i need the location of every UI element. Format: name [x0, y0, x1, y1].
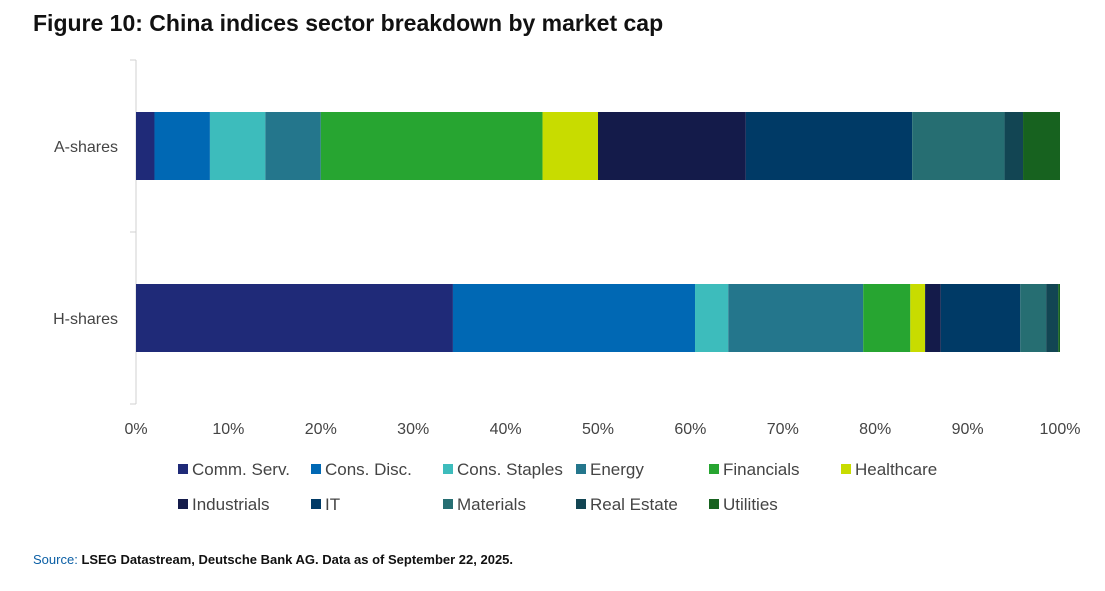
- bar-a-shares-real-estate: [1004, 112, 1024, 180]
- source-label: Source:: [33, 552, 78, 567]
- legend-swatch: [576, 499, 586, 509]
- legend-label: Industrials: [192, 495, 269, 514]
- source-text: LSEG Datastream, Deutsche Bank AG. Data …: [81, 552, 514, 567]
- legend-swatch: [178, 464, 188, 474]
- bar-h-shares-real-estate: [1046, 284, 1059, 352]
- legend-label: Financials: [723, 460, 800, 479]
- legend-label: Utilities: [723, 495, 778, 514]
- bar-a-shares-healthcare: [542, 112, 598, 180]
- legend-swatch: [443, 464, 453, 474]
- legend-label: Healthcare: [855, 460, 937, 479]
- bar-a-shares-materials: [912, 112, 1005, 180]
- x-tick-label: 80%: [859, 421, 891, 438]
- legend-label: Comm. Serv.: [192, 460, 290, 479]
- legend-swatch: [178, 499, 188, 509]
- legend-swatch: [311, 464, 321, 474]
- bar-h-shares-it: [940, 284, 1021, 352]
- legend-swatch: [576, 464, 586, 474]
- bar-a-shares-comm-serv: [136, 112, 155, 180]
- bar-h-shares-energy: [728, 284, 864, 352]
- bar-a-shares-cons-disc: [154, 112, 210, 180]
- legend-swatch: [311, 499, 321, 509]
- bar-h-shares-cons-staples: [695, 284, 729, 352]
- x-tick-label: 50%: [582, 421, 614, 438]
- x-tick-label: 10%: [212, 421, 244, 438]
- legend-swatch: [709, 464, 719, 474]
- x-tick-label: 40%: [490, 421, 522, 438]
- x-tick-label: 100%: [1040, 421, 1081, 438]
- bar-a-shares-utilities: [1023, 112, 1060, 180]
- bar-h-shares-industrials: [925, 284, 941, 352]
- legend-label: Cons. Staples: [457, 460, 563, 479]
- bar-h-shares-financials: [863, 284, 911, 352]
- legend-swatch: [443, 499, 453, 509]
- source-note: Source: LSEG Datastream, Deutsche Bank A…: [33, 552, 513, 567]
- bar-h-shares-comm-serv: [136, 284, 453, 352]
- bar-h-shares-cons-disc: [452, 284, 696, 352]
- x-tick-label: 60%: [674, 421, 706, 438]
- legend-swatch: [841, 464, 851, 474]
- x-tick-label: 20%: [305, 421, 337, 438]
- bar-h-shares-healthcare: [910, 284, 926, 352]
- bar-a-shares-financials: [320, 112, 543, 180]
- legend-label: Real Estate: [590, 495, 678, 514]
- legend-label: IT: [325, 495, 340, 514]
- bar-a-shares-industrials: [598, 112, 746, 180]
- legend-label: Cons. Disc.: [325, 460, 412, 479]
- chart-title: Figure 10: China indices sector breakdow…: [33, 10, 664, 36]
- bar-a-shares-it: [745, 112, 913, 180]
- bar-a-shares-energy: [265, 112, 321, 180]
- bar-a-shares-cons-staples: [209, 112, 266, 180]
- category-label-a-shares: A-shares: [54, 139, 118, 156]
- x-tick-label: 30%: [397, 421, 429, 438]
- x-tick-label: 0%: [124, 421, 147, 438]
- bar-h-shares-utilities: [1058, 284, 1060, 352]
- legend-swatch: [709, 499, 719, 509]
- legend-label: Energy: [590, 460, 644, 479]
- x-tick-label: 90%: [952, 421, 984, 438]
- x-tick-label: 70%: [767, 421, 799, 438]
- bar-h-shares-materials: [1020, 284, 1047, 352]
- legend-label: Materials: [457, 495, 526, 514]
- category-label-h-shares: H-shares: [53, 311, 118, 328]
